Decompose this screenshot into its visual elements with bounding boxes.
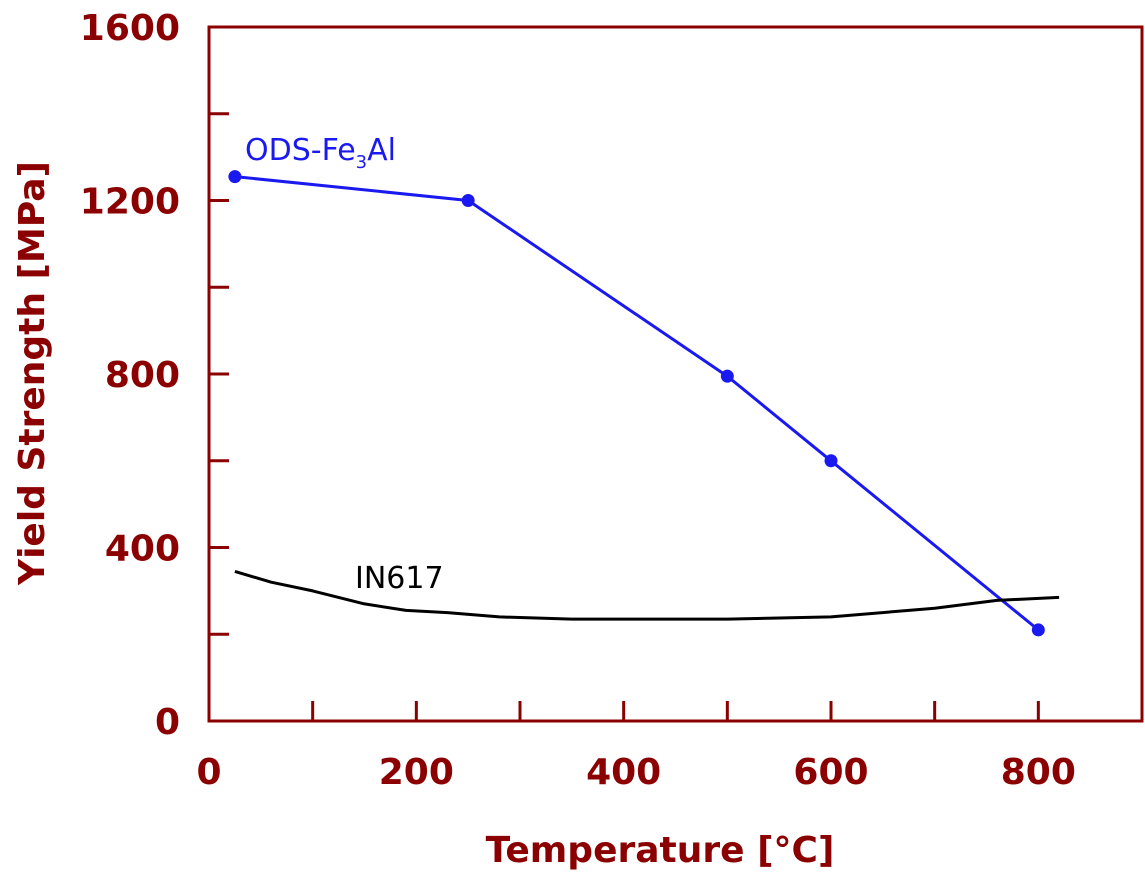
markers-group [228,170,1045,637]
y-tick-label: 400 [105,529,180,570]
x-tick-label: 800 [1001,752,1076,793]
y-tick-label: 0 [155,702,180,743]
y-tick-label: 800 [105,355,180,396]
y-axis-title: Yield Strength [MPa] [12,161,53,586]
series-label-ods-sub: 3 [356,152,367,173]
y-tick-label: 1200 [80,182,180,223]
x-tick-label: 600 [793,752,868,793]
series-label-ods-fe3al: ODS-Fe3Al [245,133,396,173]
axis-tick-labels: 0 200 400 600 800 0 400 800 1200 1600 [80,8,1076,793]
axis-ticks [209,112,1040,721]
x-axis-title: Temperature [°C] [486,830,835,871]
x-tick-label: 0 [196,752,221,793]
data-point-ods-fe3al [1031,623,1045,637]
data-point-ods-fe3al [720,369,734,383]
data-point-ods-fe3al [824,454,838,468]
series-label-ods-tail: Al [367,133,396,168]
data-point-ods-fe3al [461,194,475,207]
series-label-ods-main: ODS-Fe [245,133,356,168]
x-tick-label: 400 [586,752,661,793]
x-tick-label: 200 [379,752,454,793]
series-label-in617: IN617 [355,561,444,596]
plot-frame [207,25,1144,723]
series-line-in617 [234,569,1060,621]
y-tick-label: 1600 [80,8,180,49]
data-point-ods-fe3al [228,170,242,184]
